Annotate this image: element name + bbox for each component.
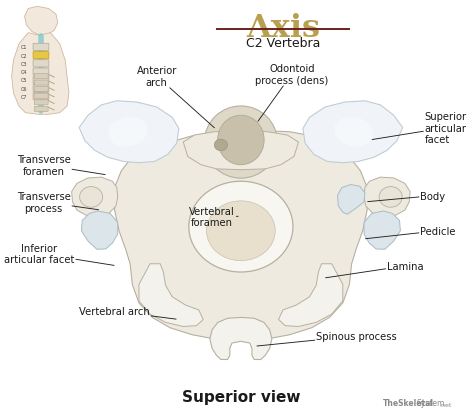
Ellipse shape: [207, 202, 275, 261]
Text: Odontoid
process (dens): Odontoid process (dens): [255, 64, 328, 122]
Text: TheSkeletal: TheSkeletal: [383, 399, 434, 407]
Text: Transverse
foramen: Transverse foramen: [17, 154, 105, 176]
Text: Superior
articular
facet: Superior articular facet: [372, 112, 467, 145]
Ellipse shape: [108, 118, 147, 147]
Text: C7: C7: [21, 95, 27, 100]
Polygon shape: [364, 178, 410, 217]
Polygon shape: [337, 185, 365, 215]
Text: Pedicle: Pedicle: [365, 226, 456, 239]
Polygon shape: [115, 132, 367, 340]
Polygon shape: [303, 102, 402, 163]
Text: C6: C6: [21, 86, 27, 91]
Polygon shape: [25, 7, 58, 36]
Polygon shape: [279, 264, 343, 327]
Ellipse shape: [334, 118, 374, 147]
Text: C3: C3: [21, 62, 27, 66]
Text: Inferior
articular facet: Inferior articular facet: [4, 243, 114, 266]
Ellipse shape: [218, 116, 264, 165]
Text: C2: C2: [21, 54, 27, 59]
Text: Axis: Axis: [246, 13, 320, 44]
FancyBboxPatch shape: [33, 85, 49, 93]
Text: C4: C4: [21, 70, 27, 75]
Polygon shape: [364, 211, 401, 250]
Text: .net: .net: [440, 402, 452, 407]
Ellipse shape: [189, 182, 293, 272]
Text: C5: C5: [21, 78, 27, 83]
Polygon shape: [139, 264, 203, 327]
FancyBboxPatch shape: [34, 74, 48, 79]
FancyBboxPatch shape: [34, 94, 48, 99]
Text: Lamina: Lamina: [326, 261, 424, 278]
Text: Superior view: Superior view: [182, 389, 300, 404]
FancyBboxPatch shape: [34, 88, 48, 93]
FancyBboxPatch shape: [33, 69, 49, 76]
Text: C1: C1: [21, 45, 27, 50]
Text: Transverse
process: Transverse process: [17, 192, 99, 213]
Polygon shape: [79, 102, 179, 163]
FancyBboxPatch shape: [33, 93, 49, 101]
FancyBboxPatch shape: [33, 77, 49, 84]
Polygon shape: [82, 211, 118, 250]
Text: Body: Body: [368, 191, 446, 202]
Text: System: System: [417, 399, 445, 407]
Text: Vertebral
foramen: Vertebral foramen: [189, 206, 238, 228]
Ellipse shape: [379, 187, 402, 208]
FancyBboxPatch shape: [33, 61, 49, 68]
FancyBboxPatch shape: [34, 81, 48, 86]
Ellipse shape: [214, 140, 228, 151]
FancyBboxPatch shape: [34, 107, 48, 112]
Ellipse shape: [80, 187, 103, 208]
Text: C2 Vertebra: C2 Vertebra: [246, 37, 320, 50]
Polygon shape: [72, 178, 118, 217]
Text: Anterior
arch: Anterior arch: [137, 66, 214, 128]
Text: Spinous process: Spinous process: [257, 331, 397, 346]
FancyBboxPatch shape: [33, 44, 49, 51]
Polygon shape: [210, 318, 272, 360]
FancyBboxPatch shape: [33, 52, 49, 59]
Polygon shape: [183, 132, 299, 170]
Ellipse shape: [204, 107, 277, 179]
Polygon shape: [11, 33, 69, 116]
Text: Vertebral arch: Vertebral arch: [79, 306, 176, 319]
FancyBboxPatch shape: [34, 100, 48, 106]
